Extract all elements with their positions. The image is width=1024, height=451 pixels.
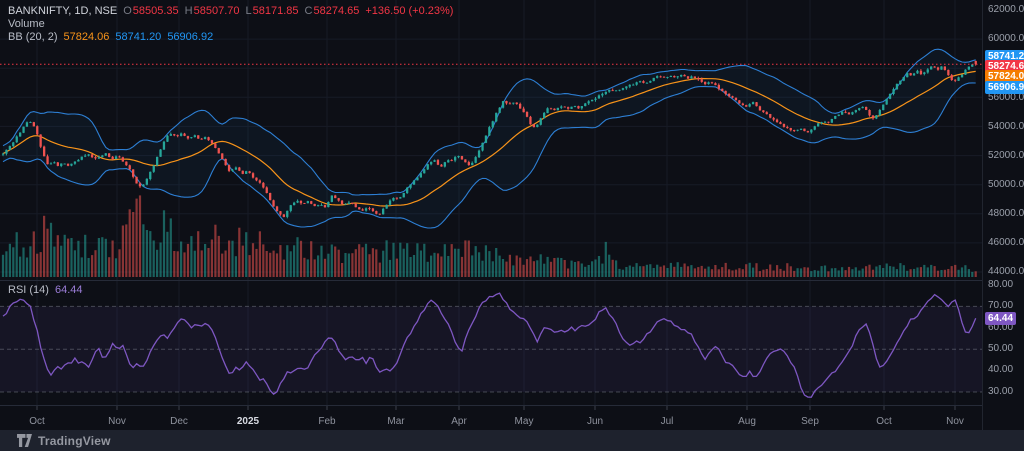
change-value: +136.50 (+0.23%) <box>365 4 454 17</box>
time-tick-label: Dec <box>170 416 188 427</box>
price-tick-label: 48000.00 <box>988 208 1024 219</box>
footer-bar: TradingView <box>0 430 1024 451</box>
low-label: L <box>245 4 252 17</box>
rsi-tick-label: 40.00 <box>988 364 1014 375</box>
open-value: 58505.35 <box>132 4 179 17</box>
low-value: 58171.85 <box>252 4 299 17</box>
open-label: O <box>123 4 132 17</box>
rsi-tick-label: 60.00 <box>988 322 1014 333</box>
time-tick-label: Mar <box>387 416 405 427</box>
rsi-label: RSI (14) <box>8 283 49 296</box>
rsi-value: 64.44 <box>54 283 83 296</box>
price-axis[interactable]: 62000.00 60000.00 56000.00 54000.00 52000.00… <box>982 0 1024 430</box>
volume-label: Volume <box>8 17 45 30</box>
close-value: 58274.65 <box>313 4 360 17</box>
bb-label: BB (20, 2) <box>8 30 58 43</box>
main-pane[interactable] <box>0 48 982 277</box>
rsi-legend: RSI (14) 64.44 <box>8 283 83 296</box>
rsi-tick-label: 80.00 <box>988 279 1014 290</box>
volume-legend-row[interactable]: Volume <box>8 17 453 30</box>
rsi-pane[interactable] <box>0 292 982 398</box>
rsi-tick-label: 70.00 <box>988 300 1014 311</box>
bb-lower-badge: 56906.92 <box>985 80 1024 94</box>
brand-name: TradingView <box>38 433 111 448</box>
rsi-tick-label: 50.00 <box>988 343 1014 354</box>
price-tick-label: 62000.00 <box>988 4 1024 15</box>
time-tick-label: Nov <box>946 416 964 427</box>
time-tick-label: Apr <box>451 416 467 427</box>
price-tick-label: 50000.00 <box>988 179 1024 190</box>
symbol-legend-row[interactable]: BANKNIFTY, 1D, NSE O 58505.35 H 58507.70… <box>8 4 453 17</box>
indicator-legend: BANKNIFTY, 1D, NSE O 58505.35 H 58507.70… <box>8 4 453 43</box>
time-tick-label: Aug <box>738 416 756 427</box>
time-tick-label: Sep <box>801 416 819 427</box>
bb-upper-badge: 58741.20 <box>985 49 1024 63</box>
time-axis[interactable]: Oct Nov Dec 2025 Feb Mar Apr May Jun Jul Aug Sep Oct… <box>0 406 982 430</box>
bb-upper-value: 58741.20 <box>115 30 162 43</box>
bb-lower-value: 56906.92 <box>167 30 214 43</box>
bb-basis-badge: 57824.06 <box>985 69 1024 83</box>
rsi-legend-row[interactable]: RSI (14) 64.44 <box>8 283 83 296</box>
time-tick-label: Oct <box>876 416 892 427</box>
price-tick-label: 46000.00 <box>988 237 1024 248</box>
price-tick-label: 44000.00 <box>988 266 1024 277</box>
time-tick-label: Feb <box>318 416 336 427</box>
high-value: 58507.70 <box>193 4 240 17</box>
time-tick-label: May <box>514 416 534 427</box>
time-tick-label: 2025 <box>236 416 260 427</box>
time-tick-label: Jun <box>586 416 604 427</box>
price-tick-label: 54000.00 <box>988 121 1024 132</box>
chart-canvas[interactable] <box>0 0 982 425</box>
rsi-value-badge: 64.44 <box>985 311 1017 325</box>
time-tick-label: Oct <box>29 416 45 427</box>
rsi-tick-label: 30.00 <box>988 386 1014 397</box>
symbol-title: BANKNIFTY, 1D, NSE <box>8 4 118 17</box>
high-label: H <box>184 4 193 17</box>
time-tick-label: Nov <box>108 416 126 427</box>
price-tick-label: 52000.00 <box>988 150 1024 161</box>
tradingview-logo-icon <box>17 434 32 447</box>
close-label: C <box>304 4 313 17</box>
bb-legend-row[interactable]: BB (20, 2) 57824.06 58741.20 56906.92 <box>8 30 453 43</box>
last-price-badge: 58274.65 <box>985 59 1024 73</box>
time-tick-label: Jul <box>660 416 674 427</box>
price-tick-label: 56000.00 <box>988 92 1024 103</box>
price-tick-label: 60000.00 <box>988 33 1024 44</box>
tradingview-logo[interactable]: TradingView <box>17 434 111 448</box>
bb-basis-value: 57824.06 <box>63 30 110 43</box>
